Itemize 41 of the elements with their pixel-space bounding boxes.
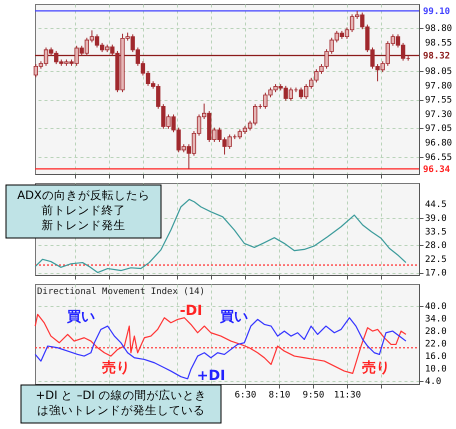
annotation: 売り [102,360,130,376]
chart-title: Directional Movement Index (14) [37,287,205,297]
y-tick-label: 98.05 [425,66,452,77]
annotation: +DI [196,368,226,384]
y-tick-label: 22.5 [425,254,447,265]
y-tick-label: 40.0 [425,302,447,312]
x-tick-label: 9:50 [302,390,324,400]
y-tick-label: 34.0 [425,314,447,325]
ref-line-label: 96.34 [423,164,451,175]
annotation: 売り [362,360,390,376]
x-tick-label: 6:30 [234,390,256,400]
annotation: 買い [66,309,95,325]
annotation: ADXの向きが反転したら [17,188,150,202]
y-tick-label: 22.0 [425,340,447,350]
y-tick-label: 16.0 [425,352,447,362]
y-tick-label: 28.0 [425,327,447,338]
y-tick-label: 39.0 [425,214,447,224]
annotation: 新トレンド発生 [42,218,126,232]
text: +DI と –DI の線の間が広いとき [36,388,206,402]
y-tick-label: 97.30 [425,110,452,120]
y-tick-label: 4.0 [425,377,442,388]
y-tick-label: 97.80 [425,81,452,92]
ref-line-label: 98.32 [423,52,450,62]
y-tick-label: 96.80 [425,138,452,149]
y-tick-label: 10.0 [425,364,447,375]
ref-line-label: 99.10 [423,6,450,17]
text: は強いトレンドが発生している [37,403,205,417]
x-tick-label: 11:30 [334,390,362,400]
y-tick-label: 96.55 [425,152,452,163]
annotation: 買い [219,309,248,325]
y-tick-label: 44.5 [425,200,447,210]
y-tick-label: 97.55 [425,96,452,106]
y-tick-label: 28.0 [425,241,447,252]
annotation: -DI [180,303,202,319]
y-tick-label: 98.80 [425,24,452,34]
y-tick-label: 33.5 [425,227,447,238]
annotation: 前トレンド終了 [42,203,126,217]
x-tick-label: 8:10 [268,390,290,400]
y-tick-label: 98.55 [425,38,452,48]
y-tick-label: 97.05 [425,124,452,134]
y-tick-label: 17.0 [425,268,447,279]
